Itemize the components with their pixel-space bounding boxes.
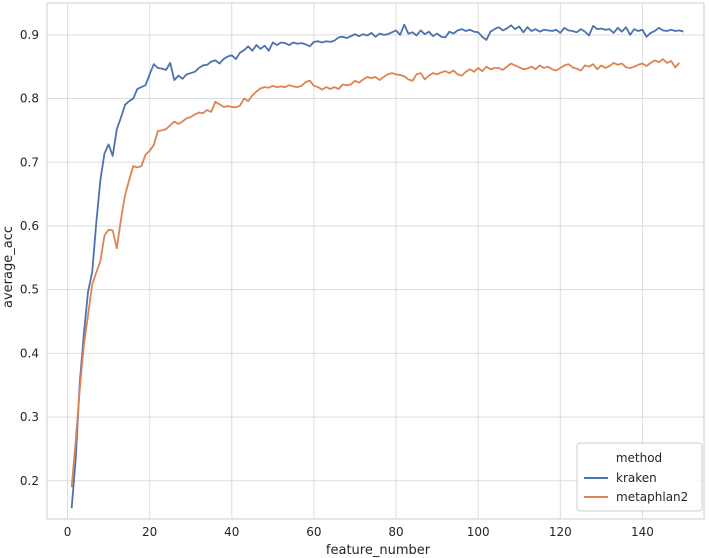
plot-frame: [46, 2, 705, 520]
vertical-gridlines: [67, 3, 643, 519]
legend-label-kraken: kraken: [616, 471, 657, 485]
y-tick-label: 0.7: [20, 155, 39, 169]
y-axis-label: average_acc: [1, 226, 16, 308]
y-tick-label: 0.3: [20, 410, 39, 424]
x-tick-label: 140: [631, 525, 654, 539]
x-tick-label: 100: [467, 525, 490, 539]
y-tick-label: 0.8: [20, 92, 39, 106]
y-tick-labels: 0.2 0.3 0.4 0.5 0.6 0.7 0.8 0.9: [20, 28, 39, 488]
x-tick-label: 80: [388, 525, 403, 539]
x-tick-labels: 0 20 40 60 80 100 120 140: [64, 525, 654, 539]
legend-box: [576, 442, 703, 512]
x-axis-label: feature_number: [326, 543, 431, 558]
y-tick-label: 0.4: [20, 346, 39, 360]
legend-title: method: [616, 451, 662, 465]
y-tick-label: 0.5: [20, 283, 39, 297]
x-tick-label: 0: [64, 525, 72, 539]
series-layer: [70, 23, 684, 509]
y-tick-label: 0.6: [20, 219, 39, 233]
x-tick-label: 60: [306, 525, 321, 539]
y-tick-label: 0.2: [20, 474, 39, 488]
x-tick-label: 120: [549, 525, 572, 539]
legend: method kraken metaphlan2: [576, 442, 703, 512]
horizontal-gridlines: [47, 34, 704, 482]
series-line-metaphlan2: [70, 58, 681, 488]
x-tick-label: 40: [224, 525, 239, 539]
legend-label-metaphlan2: metaphlan2: [616, 490, 688, 504]
x-tick-label: 20: [142, 525, 157, 539]
y-tick-label: 0.9: [20, 28, 39, 42]
series-line-kraken: [70, 23, 684, 509]
